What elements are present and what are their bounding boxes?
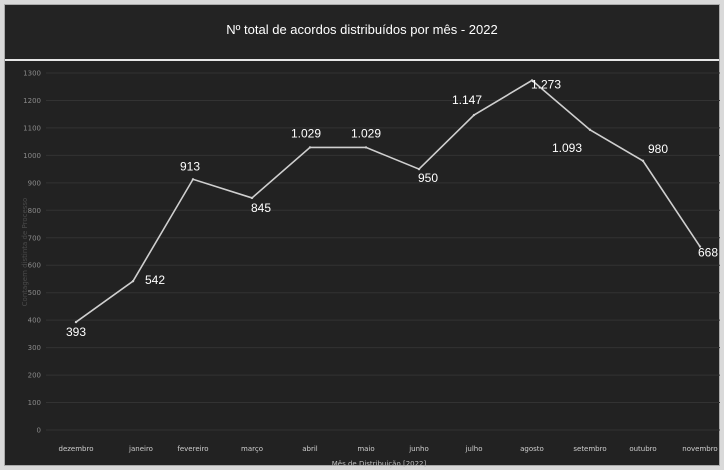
x-tick-label: janeiro <box>128 445 153 453</box>
y-tick-label: 200 <box>28 372 41 380</box>
y-tick-label: 800 <box>28 207 41 215</box>
data-point <box>472 113 476 117</box>
x-tick-label: junho <box>408 445 429 453</box>
y-tick-label: 600 <box>28 262 41 270</box>
data-point <box>308 146 312 149</box>
y-tick-label: 1000 <box>23 152 41 160</box>
series-polyline <box>75 79 701 323</box>
y-tick-label: 500 <box>28 289 41 297</box>
x-tick-label: fevereiro <box>177 445 208 453</box>
chart-title: Nº total de acordos distribuídos por mês… <box>226 22 498 37</box>
data-label: 1.029 <box>291 126 321 140</box>
y-tick-label: 1100 <box>23 124 41 132</box>
y-tick-label: 900 <box>28 179 41 187</box>
y-tick-label: 1300 <box>23 70 41 78</box>
title-bar: Nº total de acordos distribuídos por mês… <box>5 5 719 61</box>
data-point <box>641 159 645 163</box>
data-label: 980 <box>648 142 668 156</box>
y-axis-label: Contagem distinta de Processo <box>21 198 29 307</box>
x-tick-label: abril <box>302 445 318 453</box>
x-tick-label: julho <box>464 445 482 453</box>
data-label: 542 <box>145 273 165 287</box>
y-tick-label: 300 <box>28 344 41 352</box>
y-tick-label: 1200 <box>23 97 41 105</box>
x-tick-label: maio <box>357 445 374 453</box>
data-label: 1.273 <box>531 77 561 91</box>
data-label: 950 <box>418 171 438 185</box>
data-label: 1.147 <box>452 93 482 107</box>
data-point <box>364 146 368 149</box>
data-point <box>131 279 135 283</box>
data-label: 913 <box>180 159 200 173</box>
x-tick-label: outubro <box>629 445 656 453</box>
grid-lines <box>46 72 720 431</box>
x-tick-label: setembro <box>573 445 606 453</box>
series-line <box>74 79 702 324</box>
y-tick-labels: 0 100 200 300 400 500 600 700 800 900 1000 1100 1200… <box>23 70 41 435</box>
chart-frame: Nº total de acordos distribuídos por mês… <box>4 4 720 466</box>
data-label: 845 <box>251 201 271 215</box>
y-tick-label: 400 <box>28 317 41 325</box>
data-point <box>250 196 254 200</box>
y-tick-label: 100 <box>28 399 41 407</box>
data-label: 393 <box>66 325 86 339</box>
x-axis-label: Mês de Distribuição [2022] <box>332 460 427 468</box>
data-point <box>530 79 534 82</box>
data-point <box>417 167 421 171</box>
x-tick-label: novembro <box>682 445 717 453</box>
data-label: 1.093 <box>552 141 582 155</box>
data-point <box>698 245 702 248</box>
y-tick-label: 700 <box>28 234 41 242</box>
data-point <box>74 320 78 324</box>
data-labels: 393 542 913 845 1.029 1.029 950 1.147 1.273 1.093… <box>66 77 718 339</box>
data-label: 668 <box>698 246 718 260</box>
data-label: 1.029 <box>351 126 381 140</box>
x-tick-labels: dezembro janeiro fevereiro março abril maio ju… <box>59 445 718 453</box>
y-tick-label: 0 <box>37 427 41 435</box>
data-point <box>191 178 195 181</box>
data-point <box>588 128 592 132</box>
x-tick-label: dezembro <box>59 445 94 453</box>
x-tick-label: março <box>241 445 263 453</box>
x-tick-label: agosto <box>520 445 544 453</box>
